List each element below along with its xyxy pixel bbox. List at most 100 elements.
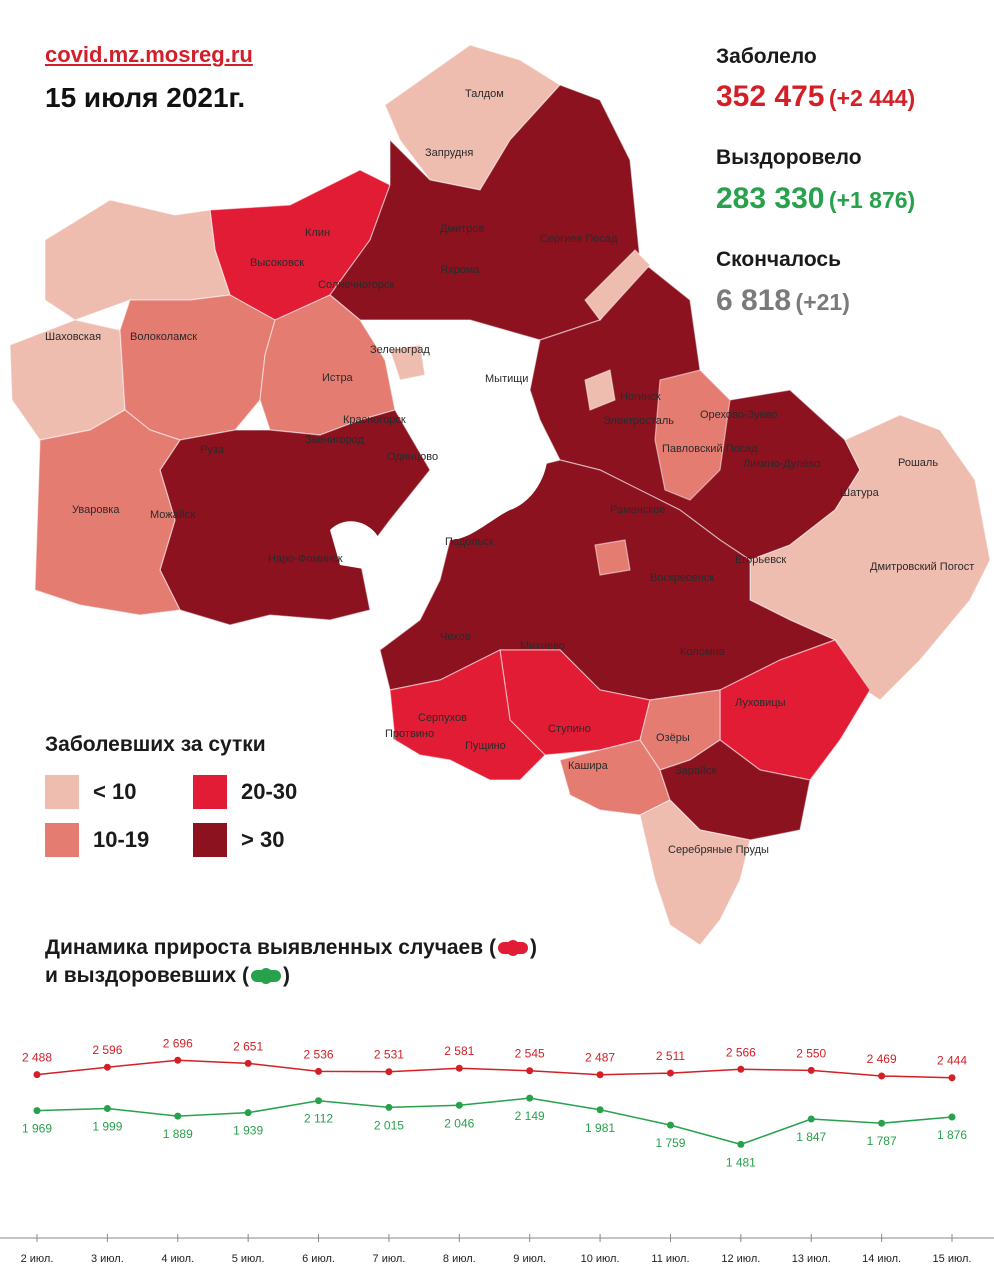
cases-data-label: 2 651 xyxy=(233,1039,263,1053)
cases-point xyxy=(244,1059,252,1067)
place-label: Воскресенск xyxy=(650,572,714,584)
place-label: Рошаль xyxy=(898,457,938,469)
place-label: Клин xyxy=(305,227,330,239)
place-label: Серебряные Пруды xyxy=(668,844,769,856)
legend-swatch xyxy=(45,775,79,809)
map-district xyxy=(594,539,631,576)
place-label: Дмитровский Погост xyxy=(870,561,974,573)
place-label: Ликино-Дулёво xyxy=(743,458,821,470)
recovered-data-label: 1 759 xyxy=(655,1136,685,1150)
place-label: Протвино xyxy=(385,728,434,740)
place-label: Талдом xyxy=(465,88,504,100)
x-tick-label: 7 июл. xyxy=(373,1253,406,1265)
x-tick-label: 8 июл. xyxy=(443,1253,476,1265)
place-label: Истра xyxy=(322,372,354,384)
x-tick-label: 12 июл. xyxy=(721,1253,760,1265)
place-label: Высоковск xyxy=(250,257,304,269)
map-district xyxy=(119,294,276,441)
cases-point xyxy=(455,1064,463,1072)
cases-point xyxy=(385,1068,393,1076)
legend-swatch xyxy=(193,823,227,857)
place-label: Солнечногорск xyxy=(318,279,394,291)
recovered-data-label: 1 847 xyxy=(796,1130,826,1144)
cases-data-label: 2 511 xyxy=(656,1049,685,1063)
map-regions xyxy=(9,44,991,946)
chart-title-line1: Динамика прироста выявленных случаев ( xyxy=(45,936,496,959)
x-tick-label: 2 июл. xyxy=(21,1253,54,1265)
recovered-line-icon xyxy=(250,968,281,985)
recovered-data-label: 1 981 xyxy=(585,1121,615,1135)
cases-point xyxy=(526,1067,534,1075)
cases-point xyxy=(878,1072,886,1080)
place-label: Раменское xyxy=(610,504,666,516)
chart-title: Динамика прироста выявленных случаев () … xyxy=(45,934,537,990)
cases-point xyxy=(807,1066,815,1074)
place-label: Павловский Посад xyxy=(662,443,758,455)
legend-swatch xyxy=(193,775,227,809)
cases-data-label: 2 566 xyxy=(726,1045,756,1059)
place-label: Орехово-Зуево xyxy=(700,409,778,421)
cases-data-label: 2 488 xyxy=(22,1051,52,1065)
legend-item-20-30: 20-30 xyxy=(193,775,297,809)
cases-data-label: 2 536 xyxy=(304,1047,334,1061)
recovered-data-label: 2 046 xyxy=(444,1116,474,1130)
recovered-point xyxy=(878,1119,886,1127)
sick-value: 352 475 xyxy=(716,80,825,113)
sick-stat: 352 475 (+2 444) xyxy=(716,80,915,114)
place-label: Уваровка xyxy=(72,504,120,516)
map-district xyxy=(584,369,616,411)
place-label: Шаховская xyxy=(45,331,101,343)
place-label: Дмитров xyxy=(440,223,484,235)
cases-point xyxy=(174,1056,182,1064)
legend-title: Заболевших за сутки xyxy=(45,733,266,756)
place-label: Одинцово xyxy=(387,451,438,463)
dead-label: Скончалось xyxy=(716,248,841,271)
recovered-point xyxy=(526,1094,534,1102)
recovered-point xyxy=(315,1097,323,1105)
recovered-data-label: 1 481 xyxy=(726,1155,756,1169)
map-district xyxy=(159,409,431,626)
dead-delta: (+21) xyxy=(795,289,850,315)
source-link[interactable]: covid.mz.mosreg.ru xyxy=(45,42,253,67)
region-map: Талдом Запрудня Клин Высоковск Дмитров Сергие… xyxy=(9,44,991,946)
dead-value: 6 818 xyxy=(716,284,792,317)
new-moscow-area xyxy=(330,521,380,570)
sick-label: Заболело xyxy=(716,45,817,68)
recovered-value: 283 330 xyxy=(716,182,825,215)
recovered-point xyxy=(385,1103,393,1111)
recovered-point xyxy=(455,1101,463,1109)
place-label: Кашира xyxy=(568,760,609,772)
recovered-point xyxy=(737,1140,745,1148)
place-label: Сергиев Посад xyxy=(540,233,618,245)
place-label: Запрудня xyxy=(425,147,473,159)
place-label: Наро-Фоминск xyxy=(268,553,343,565)
cases-data-label: 2 581 xyxy=(444,1044,474,1058)
recovered-delta: (+1 876) xyxy=(828,187,916,213)
place-label: Михнево xyxy=(520,640,565,652)
place-label: Серпухов xyxy=(418,712,467,724)
recovered-point xyxy=(666,1121,674,1129)
legend-item-gt30: > 30 xyxy=(193,823,284,857)
cases-point xyxy=(315,1067,323,1075)
cases-data-label: 2 531 xyxy=(374,1048,404,1062)
cases-point xyxy=(103,1063,111,1071)
x-tick-label: 10 июл. xyxy=(581,1253,620,1265)
moscow-city-area xyxy=(426,405,549,540)
cases-point xyxy=(737,1065,745,1073)
recovered-stat: 283 330 (+1 876) xyxy=(716,182,915,216)
place-label: Пущино xyxy=(465,740,506,752)
cases-point xyxy=(948,1074,956,1082)
x-tick-label: 13 июл. xyxy=(792,1253,831,1265)
cases-point xyxy=(596,1071,604,1079)
chart-title-line1-end: ) xyxy=(529,936,537,959)
place-label: Зеленоград xyxy=(370,344,430,356)
recovered-label: Выздоровело xyxy=(716,146,862,169)
cases-data-label: 2 545 xyxy=(515,1047,545,1061)
x-tick-label: 3 июл. xyxy=(91,1253,124,1265)
legend-label: < 10 xyxy=(93,779,137,804)
sick-delta: (+2 444) xyxy=(828,85,916,111)
cases-point xyxy=(666,1069,674,1077)
place-label: Красногорск xyxy=(343,414,406,426)
x-tick-label: 5 июл. xyxy=(232,1253,265,1265)
recovered-data-label: 1 889 xyxy=(163,1127,193,1141)
